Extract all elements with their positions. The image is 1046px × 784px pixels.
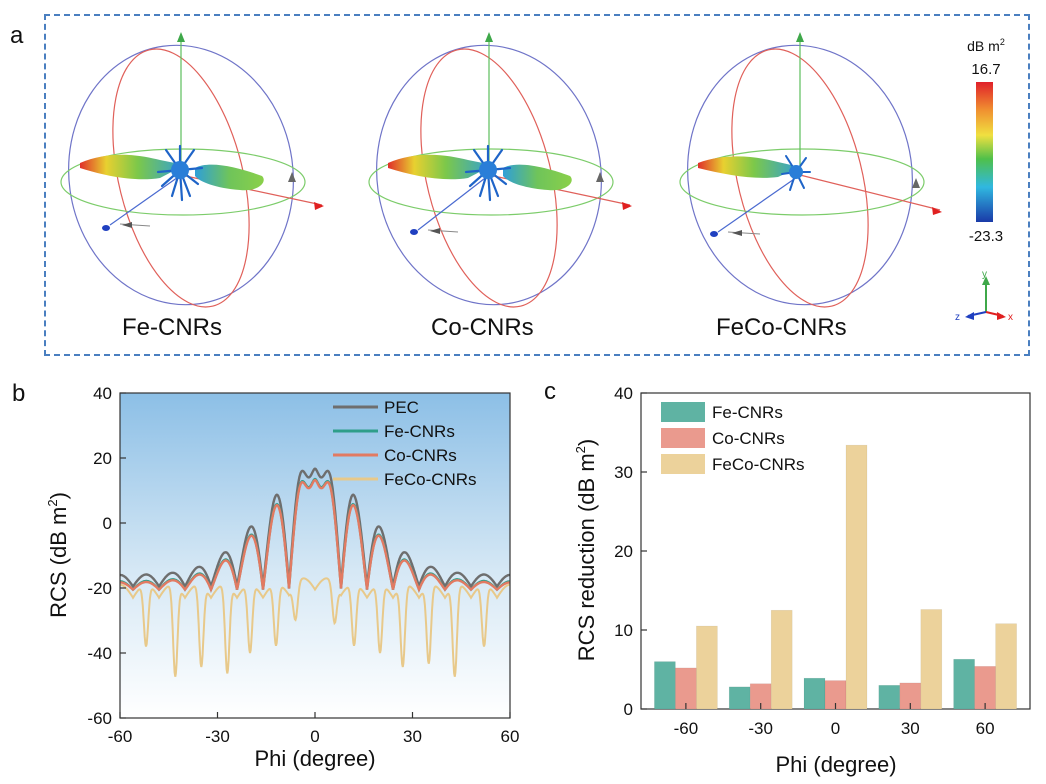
bar-fe-cnrs-30 (878, 684, 901, 710)
globe-blue-ring (68, 44, 294, 306)
x-tick-label: -30 (205, 727, 230, 746)
bar-feco-cnrs-60 (995, 623, 1017, 710)
x-tick-label: 0 (831, 719, 840, 738)
bar-feco-cnrs-0 (845, 444, 868, 710)
x-tick-label: 60 (976, 719, 995, 738)
bar-fe-cnrs--30 (728, 686, 751, 710)
legend-label: Co-CNRs (384, 446, 457, 465)
axes-triad: y x z (955, 269, 1013, 323)
panel-letter-b: b (12, 380, 26, 407)
caption-feco-cnrs: FeCo-CNRs (716, 314, 847, 341)
y-tick-label: 10 (614, 621, 633, 640)
y-tick-label: 40 (614, 384, 633, 403)
x-tick-label: 60 (501, 727, 520, 746)
y-tick-label: 20 (614, 542, 633, 561)
series-line-feco-cnrs (120, 577, 510, 677)
caption-fe-cnrs: Fe-CNRs (122, 314, 222, 341)
chart-b-xlabel: Phi (degree) (254, 746, 375, 771)
pattern-co-cnrs (368, 32, 632, 308)
legend-swatch (661, 428, 705, 448)
series-line-pec (119, 467, 511, 591)
chart-c-axes: 0 10 20 30 40 -60 -30 0 30 60 (614, 384, 994, 738)
pattern-feco-cnrs (679, 32, 942, 308)
panel-letter-a: a (10, 22, 24, 49)
y-tick-label: -60 (87, 709, 112, 728)
chart-b-lines (119, 467, 511, 677)
bar-feco-cnrs--60 (696, 625, 718, 710)
y-tick-label: 30 (614, 463, 633, 482)
pattern-fe-cnrs (60, 32, 324, 308)
x-tick-label: 0 (310, 727, 319, 746)
legend-label: FeCo-CNRs (712, 455, 805, 474)
y-tick-label: -20 (87, 579, 112, 598)
bar-fe-cnrs-0 (803, 677, 826, 710)
globe-green-ring (368, 148, 614, 216)
y-tick-label: 0 (103, 514, 112, 533)
y-tick-label: 0 (624, 700, 633, 719)
chart-b-ylabel: RCS (dB m2) (45, 492, 71, 618)
colorbar-min: -23.3 (969, 228, 1003, 245)
x-tick-label: 30 (403, 727, 422, 746)
legend-swatch (661, 402, 705, 422)
x-tick-label: -30 (748, 719, 773, 738)
legend-label: Fe-CNRs (712, 403, 783, 422)
bar-feco-cnrs--30 (770, 609, 793, 710)
legend-swatch (661, 454, 705, 474)
colorbar: dB m2 16.7 -23.3 (967, 37, 1005, 245)
triad-x-label: x (1008, 312, 1013, 323)
panel-letter-c: c (544, 378, 556, 405)
chart-b-axes: -60 -30 0 30 60 -60 -40 -20 0 20 40 (87, 384, 519, 746)
globe-red-ring (731, 48, 869, 308)
chart-c-bars (654, 444, 1017, 710)
legend-label: FeCo-CNRs (384, 470, 477, 489)
bar-co-cnrs-60 (974, 666, 996, 710)
colorbar-max: 16.7 (971, 61, 1000, 78)
chart-c-legend: Fe-CNRs Co-CNRs FeCo-CNRs (661, 402, 805, 474)
colorbar-unit: dB m2 (967, 37, 1005, 54)
y-tick-label: 40 (93, 384, 112, 403)
legend-label: Fe-CNRs (384, 422, 455, 441)
bar-fe-cnrs-60 (953, 658, 975, 710)
bar-feco-cnrs-30 (920, 609, 943, 710)
plot-background (120, 393, 510, 718)
triad-z-label: z (955, 312, 960, 323)
x-tick-label: -60 (108, 727, 133, 746)
series-line-co-cnrs (120, 478, 510, 593)
x-tick-label: 30 (901, 719, 920, 738)
caption-co-cnrs: Co-CNRs (431, 314, 534, 341)
colorbar-gradient (976, 82, 993, 222)
y-tick-label: 20 (93, 449, 112, 468)
x-tick-label: -60 (674, 719, 699, 738)
panel-a-figure: dB m2 16.7 -23.3 y x z (60, 32, 1013, 323)
globe-red-ring (420, 48, 558, 308)
globe-blue-ring (687, 44, 913, 306)
chart-b-legend: PEC Fe-CNRs Co-CNRs FeCo-CNRs (333, 398, 477, 489)
legend-label: Co-CNRs (712, 429, 785, 448)
legend-label: PEC (384, 398, 419, 417)
chart-c-ylabel: RCS reduction (dB m2) (573, 439, 599, 661)
bar-fe-cnrs--60 (654, 661, 676, 710)
bar-co-cnrs--60 (675, 667, 697, 710)
chart-c-rcs-reduction: 0 10 20 30 40 -60 -30 0 30 60 Fe-CNRs Co-CNRs FeCo-… (573, 384, 1031, 777)
triad-y-label: y (982, 269, 987, 280)
panel-a-frame (44, 14, 1030, 356)
globe-green-ring (60, 148, 306, 216)
chart-c-xlabel: Phi (degree) (775, 752, 896, 777)
chart-b-rcs-vs-phi: -60 -30 0 30 60 -60 -40 -20 0 20 40 PEC Fe-CNRs Co-C… (45, 384, 519, 771)
globe-red-ring (112, 48, 250, 308)
globe-blue-ring (376, 44, 602, 306)
globe-green-ring (679, 148, 925, 216)
y-tick-label: -40 (87, 644, 112, 663)
